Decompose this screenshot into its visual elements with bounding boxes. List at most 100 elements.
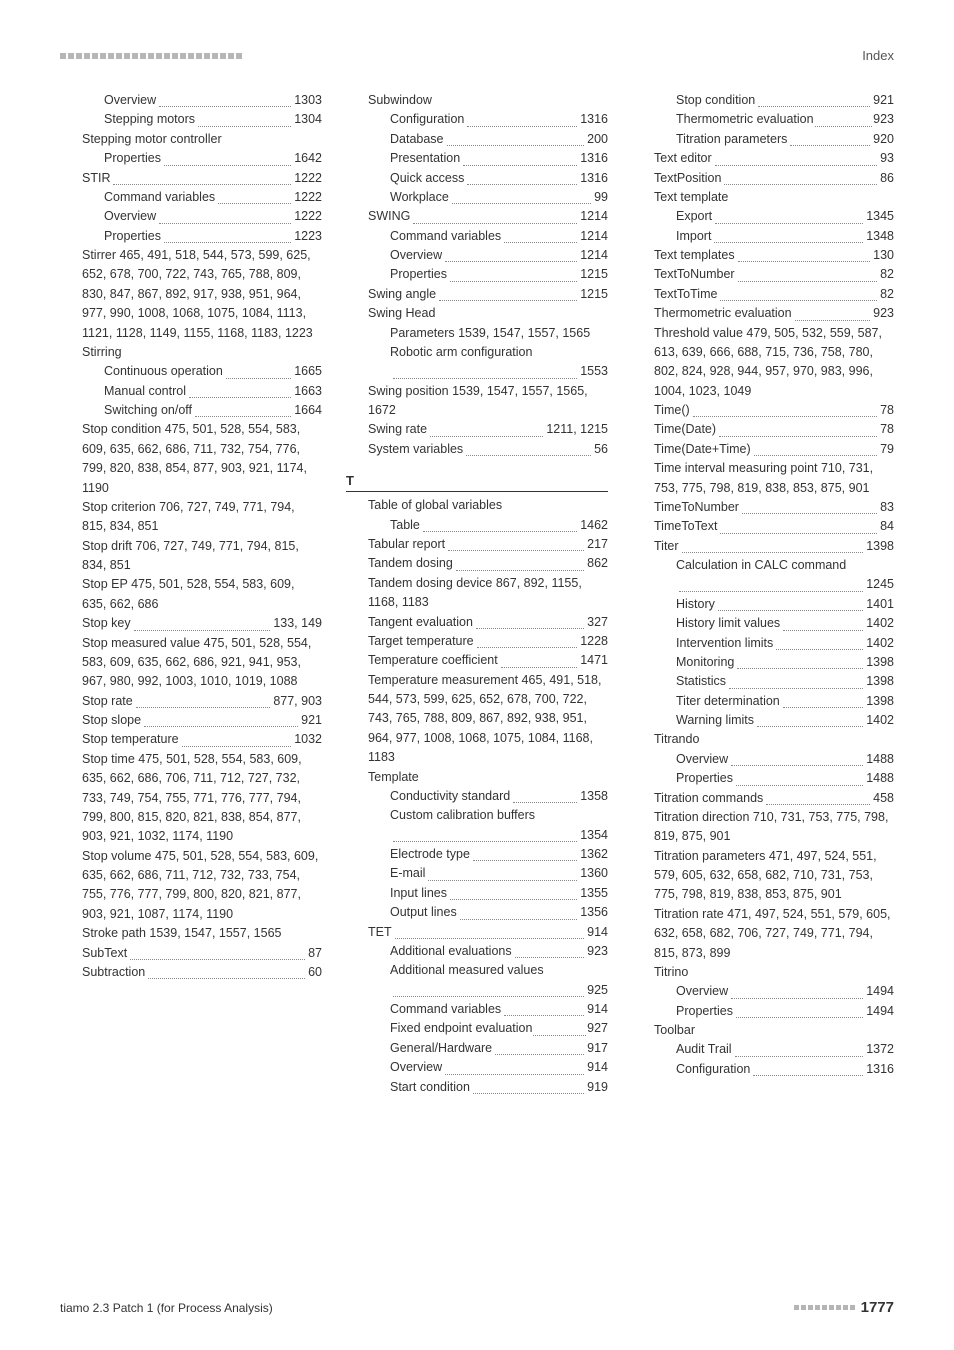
entry-page: 83 xyxy=(880,498,894,517)
entry-term: Tangent evaluation xyxy=(368,613,473,632)
entry-term: Thermometric evaluation xyxy=(676,110,814,129)
entry-term: Time(Date) xyxy=(654,420,716,439)
index-entry: History1401 xyxy=(632,595,894,614)
entry-leader xyxy=(736,769,863,785)
entry-leader xyxy=(448,535,584,551)
entry-term: SWING xyxy=(368,207,410,226)
entry-term: Command variables xyxy=(390,1000,501,1019)
index-entry: System variables56 xyxy=(346,440,608,459)
index-entry: Overview914 xyxy=(346,1058,608,1077)
entry-page: 923 xyxy=(873,110,894,129)
index-entry: Template xyxy=(346,768,608,787)
entry-page: 1228 xyxy=(580,632,608,651)
index-entry: Workplace99 xyxy=(346,188,608,207)
entry-leader xyxy=(679,575,863,591)
index-column-3: Stop condition921Thermometric evaluation… xyxy=(632,91,894,1097)
index-column-1: Overview1303Stepping motors1304Stepping … xyxy=(60,91,322,1097)
index-entry: Tandem dosing862 xyxy=(346,554,608,573)
index-entry: Titrino xyxy=(632,963,894,982)
index-entry: Properties1494 xyxy=(632,1002,894,1021)
entry-page: 927 xyxy=(587,1019,608,1038)
entry-leader xyxy=(182,730,292,746)
index-entry: Configuration1316 xyxy=(632,1060,894,1079)
index-entry: TextToTime82 xyxy=(632,285,894,304)
entry-page: 60 xyxy=(308,963,322,982)
entry-page: 56 xyxy=(594,440,608,459)
entry-page: 1348 xyxy=(866,227,894,246)
index-entry: Stirrer 465, 491, 518, 544, 573, 599, 62… xyxy=(60,246,322,343)
entry-leader xyxy=(815,110,873,126)
index-column-2: SubwindowConfiguration1316Database200Pre… xyxy=(346,91,608,1097)
entry-leader xyxy=(783,692,863,708)
index-entry: Toolbar xyxy=(632,1021,894,1040)
entry-leader xyxy=(738,265,878,281)
entry-leader xyxy=(452,188,591,204)
index-entry: Thermometric evaluation 923 xyxy=(632,110,894,129)
index-entry: Audit Trail1372 xyxy=(632,1040,894,1059)
entry-leader xyxy=(430,420,543,436)
entry-leader xyxy=(795,304,871,320)
entry-term: Overview xyxy=(676,750,728,769)
index-entry: Time(Date)78 xyxy=(632,420,894,439)
entry-term: Subtraction xyxy=(82,963,145,982)
entry-term: Stop temperature xyxy=(82,730,179,749)
entry-page: 1398 xyxy=(866,672,894,691)
entry-term: Properties xyxy=(676,769,733,788)
index-entry: Stop condition921 xyxy=(632,91,894,110)
entry-page: 1471 xyxy=(580,651,608,670)
index-entry: Tandem dosing device 867, 892, 1155, 116… xyxy=(346,574,608,613)
entry-page: 99 xyxy=(594,188,608,207)
index-entry: Stop EP 475, 501, 528, 554, 583, 609, 63… xyxy=(60,575,322,614)
index-entry: Command variables1222 xyxy=(60,188,322,207)
entry-page: 1494 xyxy=(866,1002,894,1021)
entry-term: Properties xyxy=(104,227,161,246)
entry-page: 919 xyxy=(587,1078,608,1097)
entry-page: 1222 xyxy=(294,207,322,226)
index-entry: Properties 1488 xyxy=(632,769,894,788)
entry-term: Titer determination xyxy=(676,692,780,711)
index-entry: Warning limits1402 xyxy=(632,711,894,730)
entry-term: SubText xyxy=(82,944,127,963)
entry-term: Stepping motors xyxy=(104,110,195,129)
entry-leader xyxy=(395,923,585,939)
entry-term: Overview xyxy=(390,1058,442,1077)
index-entry: Start condition919 xyxy=(346,1078,608,1097)
entry-term: TextToTime xyxy=(654,285,717,304)
entry-leader xyxy=(731,750,863,766)
entry-page: 1245 xyxy=(866,575,894,594)
index-entry: Stop rate877, 903 xyxy=(60,692,322,711)
entry-page: 1304 xyxy=(294,110,322,129)
footer: tiamo 2.3 Patch 1 (for Process Analysis)… xyxy=(60,1299,894,1316)
entry-leader xyxy=(159,207,291,223)
entry-term: Monitoring xyxy=(676,653,734,672)
entry-page: 1211, 1215 xyxy=(546,420,608,439)
entry-term: Stop key xyxy=(82,614,131,633)
entry-leader xyxy=(715,207,863,223)
entry-page: 925 xyxy=(587,981,608,1000)
index-entry: E-mail1360 xyxy=(346,864,608,883)
index-entry: Manual control1663 xyxy=(60,382,322,401)
entry-term: Input lines xyxy=(390,884,447,903)
entry-page: 217 xyxy=(587,535,608,554)
entry-term: Presentation xyxy=(390,149,460,168)
index-entry: Overview1488 xyxy=(632,750,894,769)
entry-leader xyxy=(737,653,863,669)
entry-term: Fixed endpoint evaluation xyxy=(390,1019,532,1038)
index-entry: Titration parameters 471, 497, 524, 551,… xyxy=(632,847,894,905)
entry-leader xyxy=(736,1002,863,1018)
index-entry: Electrode type1362 xyxy=(346,845,608,864)
entry-leader xyxy=(718,595,863,611)
entry-page: 862 xyxy=(587,554,608,573)
entry-page: 1488 xyxy=(866,769,894,788)
entry-term: Stop rate xyxy=(82,692,133,711)
entry-term: Target temperature xyxy=(368,632,474,651)
entry-page: 87 xyxy=(308,944,322,963)
entry-leader xyxy=(113,169,291,185)
entry-leader xyxy=(136,692,271,708)
entry-term: Titration parameters xyxy=(676,130,787,149)
index-entry: Additional measured values xyxy=(346,961,608,980)
entry-page: 1356 xyxy=(580,903,608,922)
entry-term: Audit Trail xyxy=(676,1040,732,1059)
entry-term: Export xyxy=(676,207,712,226)
entry-leader xyxy=(148,963,305,979)
